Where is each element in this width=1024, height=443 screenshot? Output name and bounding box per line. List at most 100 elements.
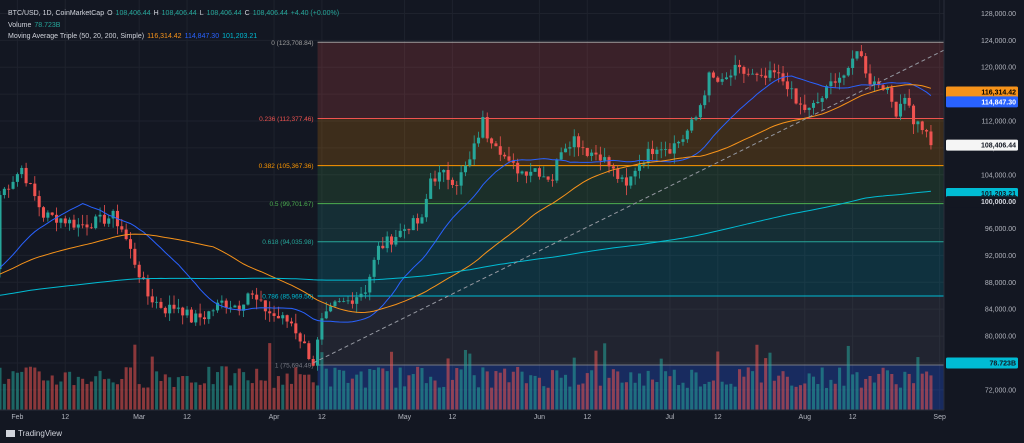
candle	[498, 136, 502, 162]
time-axis: Feb 12 Mar 12 Apr 12 May 12 Jun 12 Jul 12 Aug 12 Sep	[0, 409, 946, 421]
volume-bar	[555, 370, 559, 410]
candle-body	[598, 154, 602, 161]
candle	[833, 73, 837, 88]
candle-body	[159, 301, 163, 308]
volume-bar	[81, 378, 85, 410]
candle-body	[394, 236, 398, 245]
candle	[511, 153, 515, 170]
volume-bar	[102, 379, 106, 410]
candle	[890, 84, 894, 108]
candle-body	[433, 178, 437, 182]
volume-bar	[0, 367, 2, 410]
candle	[359, 286, 363, 301]
volume-bar	[68, 371, 72, 410]
candle	[920, 120, 924, 135]
candle-body	[168, 304, 172, 314]
candle-body	[481, 116, 485, 138]
candle-body	[163, 307, 167, 314]
volume-bar	[659, 358, 663, 410]
candle-body	[577, 136, 581, 148]
volume-bar	[633, 382, 637, 410]
candle-body	[389, 236, 394, 245]
symbol-title[interactable]: BTC/USD, 1D, CoinMarketCap	[8, 10, 105, 17]
candle	[407, 228, 411, 235]
volume-bar	[316, 385, 320, 410]
price-tick-label: 96,000.00	[985, 226, 1016, 233]
volume-legend[interactable]: Volume 78.723B	[8, 21, 63, 31]
candle	[159, 298, 163, 309]
candle-body	[798, 103, 802, 105]
volume-bar	[133, 344, 137, 410]
volume-bar	[50, 375, 54, 410]
fibonacci-retracement: 0 (123,708.84) 0.236 (112,377.46) 0.382 (1…	[259, 40, 944, 410]
volume-bar	[498, 372, 502, 410]
candle	[759, 68, 763, 78]
candle-body	[581, 147, 585, 149]
price-label-text: 100,000.00	[981, 199, 1016, 206]
candle-body	[772, 70, 776, 73]
candle	[59, 218, 63, 229]
volume-bar	[550, 370, 555, 410]
candle-body	[637, 164, 642, 171]
time-tick-label: 12	[449, 414, 457, 421]
candle-body	[833, 81, 837, 83]
volume-bar	[790, 385, 794, 410]
candle-body	[81, 224, 85, 226]
candle	[685, 129, 689, 143]
candle-body	[537, 168, 541, 177]
candle-body	[381, 245, 385, 249]
volume-bar	[250, 383, 254, 410]
candle-body	[594, 152, 598, 155]
candle-body	[816, 101, 820, 104]
candle-body	[507, 156, 511, 161]
volume-bar	[41, 380, 46, 410]
candle	[724, 72, 729, 80]
candle	[738, 59, 742, 74]
tradingview-logo[interactable]: TradingView	[6, 429, 62, 438]
candle	[20, 165, 24, 179]
candle-body	[46, 212, 50, 218]
candle	[146, 274, 150, 305]
candle	[577, 133, 581, 157]
volume-bar	[607, 377, 611, 410]
candle	[424, 193, 428, 222]
candle	[468, 151, 472, 168]
volume-bar	[224, 366, 228, 410]
volume-bar	[490, 387, 494, 410]
candle	[372, 257, 376, 284]
volume-bar	[916, 357, 920, 410]
candle	[50, 212, 54, 217]
candle-body	[333, 301, 337, 307]
candle	[550, 173, 555, 187]
volume-bar	[729, 383, 733, 410]
candle	[485, 112, 489, 143]
candle	[211, 308, 215, 317]
candle-body	[446, 169, 450, 180]
volume-bar	[128, 367, 133, 410]
time-tick-label: 12	[849, 414, 857, 421]
volume-bar	[94, 376, 98, 410]
candle	[355, 291, 359, 313]
ma20-value: 114,847.30	[184, 33, 220, 40]
candle-body	[398, 230, 402, 237]
volume-bar	[446, 358, 450, 410]
candle-body	[194, 313, 198, 323]
candle	[385, 231, 389, 253]
candle	[490, 137, 494, 149]
candle	[429, 172, 433, 200]
volume-bar	[146, 387, 150, 410]
time-tick-label: 12	[714, 414, 722, 421]
volume-bar	[294, 367, 298, 410]
candle-body	[646, 148, 650, 164]
volume-bar	[337, 369, 341, 410]
candle-body	[189, 309, 193, 323]
volume-bar	[289, 383, 293, 410]
time-tick-label: Feb	[11, 414, 23, 421]
fib-level-label: 0.618 (94,035.98)	[262, 239, 313, 246]
ma-legend[interactable]: Moving Average Triple (50, 20, 200, Simp…	[8, 32, 260, 42]
candle	[68, 217, 72, 231]
candle	[316, 336, 320, 371]
candle-body	[868, 73, 872, 85]
volume-bar	[155, 371, 159, 410]
